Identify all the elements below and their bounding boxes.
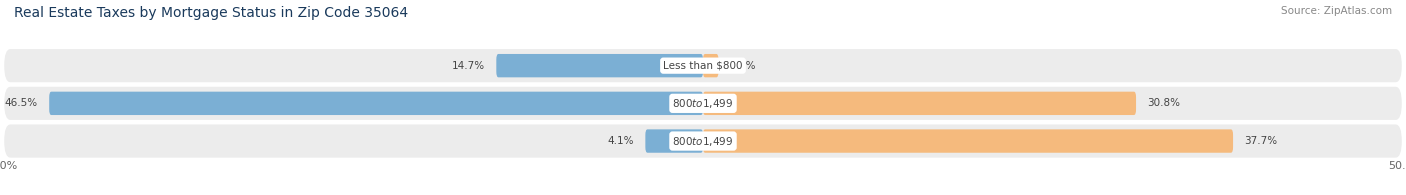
FancyBboxPatch shape [703,129,1233,153]
Text: 46.5%: 46.5% [4,98,38,108]
FancyBboxPatch shape [4,49,1402,82]
FancyBboxPatch shape [4,87,1402,120]
Text: 1.1%: 1.1% [730,61,756,71]
FancyBboxPatch shape [49,92,703,115]
FancyBboxPatch shape [496,54,703,77]
Text: Source: ZipAtlas.com: Source: ZipAtlas.com [1281,6,1392,16]
FancyBboxPatch shape [703,54,718,77]
FancyBboxPatch shape [703,92,1136,115]
FancyBboxPatch shape [645,129,703,153]
Text: Less than $800: Less than $800 [664,61,742,71]
Text: $800 to $1,499: $800 to $1,499 [672,97,734,110]
Text: 37.7%: 37.7% [1244,136,1278,146]
Text: 4.1%: 4.1% [607,136,634,146]
Text: 30.8%: 30.8% [1147,98,1180,108]
FancyBboxPatch shape [4,124,1402,158]
Text: 14.7%: 14.7% [451,61,485,71]
Text: Real Estate Taxes by Mortgage Status in Zip Code 35064: Real Estate Taxes by Mortgage Status in … [14,6,408,20]
Text: $800 to $1,499: $800 to $1,499 [672,135,734,148]
